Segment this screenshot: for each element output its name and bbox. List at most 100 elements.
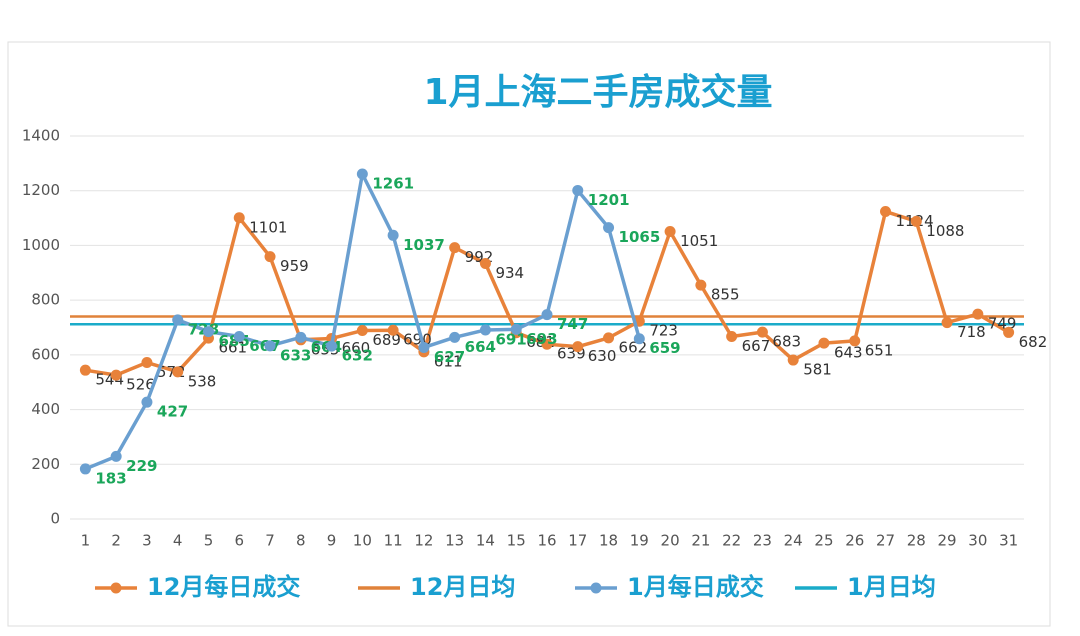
- data-point: [295, 331, 307, 343]
- x-tick-label: 30: [968, 532, 987, 550]
- y-tick-label: 200: [31, 455, 60, 473]
- data-point: [264, 251, 276, 263]
- x-tick-label: 24: [784, 532, 803, 550]
- x-tick-label: 7: [265, 532, 275, 550]
- data-point: [79, 364, 91, 376]
- data-label: 723: [649, 322, 678, 340]
- data-point: [849, 335, 861, 347]
- x-tick-label: 29: [938, 532, 957, 550]
- x-tick-label: 12: [414, 532, 433, 550]
- chart-frame: [7, 41, 1051, 627]
- y-tick-label: 1200: [22, 181, 60, 199]
- data-label: 632: [342, 347, 373, 365]
- x-tick-label: 20: [661, 532, 680, 550]
- data-label: 611: [434, 352, 463, 370]
- x-tick-label: 18: [599, 532, 618, 550]
- legend-marker: [110, 582, 122, 594]
- legend-label: 1月日均: [847, 573, 936, 601]
- legend-label: 12月每日成交: [147, 573, 300, 601]
- y-tick-label: 0: [50, 510, 60, 528]
- y-tick-label: 600: [31, 345, 60, 363]
- data-point: [633, 333, 645, 345]
- data-label: 959: [280, 257, 309, 275]
- data-label: 1201: [588, 191, 630, 209]
- data-point: [326, 340, 338, 352]
- data-label: 1065: [619, 228, 661, 246]
- data-point: [479, 324, 491, 336]
- data-point: [79, 463, 91, 475]
- legend-label: 1月每日成交: [627, 573, 764, 601]
- x-tick-label: 4: [173, 532, 183, 550]
- data-point: [726, 331, 738, 343]
- data-point: [603, 332, 615, 344]
- data-label: 526: [126, 376, 155, 394]
- data-label: 682: [1019, 333, 1048, 351]
- data-point: [880, 206, 892, 218]
- data-label: 855: [711, 286, 740, 304]
- x-tick-label: 19: [630, 532, 649, 550]
- data-label: 659: [649, 339, 680, 357]
- data-label: 581: [803, 361, 832, 379]
- x-tick-label: 28: [907, 532, 926, 550]
- x-tick-label: 16: [537, 532, 556, 550]
- data-label: 747: [557, 315, 588, 333]
- y-tick-label: 1000: [22, 236, 60, 254]
- data-label: 183: [95, 469, 126, 487]
- x-tick-label: 21: [691, 532, 710, 550]
- data-point: [541, 338, 553, 350]
- data-point: [233, 331, 245, 343]
- data-label: 934: [495, 264, 524, 282]
- data-point: [572, 184, 584, 196]
- x-tick-label: 5: [204, 532, 214, 550]
- data-label: 683: [772, 333, 801, 351]
- data-point: [818, 337, 830, 349]
- x-tick-label: 2: [111, 532, 121, 550]
- data-label: 630: [588, 347, 617, 365]
- data-label: 633: [280, 346, 311, 364]
- data-point: [418, 341, 430, 353]
- data-point: [172, 366, 184, 378]
- data-label: 1037: [403, 236, 445, 254]
- data-point: [110, 450, 122, 462]
- legend-marker: [590, 582, 602, 594]
- data-point: [695, 279, 707, 291]
- x-tick-label: 10: [353, 532, 372, 550]
- data-point: [664, 225, 676, 237]
- x-tick-label: 22: [722, 532, 741, 550]
- data-label: 660: [342, 339, 371, 357]
- chart-title: 1月上海二手房成交量: [423, 71, 772, 113]
- data-label: 1088: [926, 222, 964, 240]
- x-tick-label: 23: [753, 532, 772, 550]
- data-point: [110, 369, 122, 381]
- y-tick-label: 800: [31, 291, 60, 309]
- data-point: [572, 341, 584, 353]
- x-tick-label: 27: [876, 532, 895, 550]
- data-label: 651: [865, 341, 894, 359]
- x-tick-label: 3: [142, 532, 152, 550]
- data-label: 538: [188, 372, 217, 390]
- data-label: 728: [188, 320, 219, 338]
- data-point: [141, 396, 153, 408]
- y-tick-label: 1400: [22, 127, 60, 145]
- data-point: [910, 215, 922, 227]
- data-point: [972, 308, 984, 320]
- data-label: 693: [526, 330, 557, 348]
- x-tick-label: 25: [814, 532, 833, 550]
- data-label: 661: [218, 339, 247, 357]
- data-point: [787, 354, 799, 366]
- x-tick-label: 6: [234, 532, 244, 550]
- data-label: 667: [742, 337, 771, 355]
- data-label: 1051: [680, 232, 718, 250]
- x-tick-label: 14: [476, 532, 495, 550]
- data-point: [233, 212, 245, 224]
- data-label: 691: [495, 330, 526, 348]
- x-tick-label: 9: [327, 532, 337, 550]
- data-label: 643: [834, 344, 863, 362]
- data-label: 718: [957, 323, 986, 341]
- data-point: [603, 222, 615, 234]
- x-tick-label: 31: [999, 532, 1018, 550]
- data-label: 627: [434, 348, 465, 366]
- x-tick-label: 17: [568, 532, 587, 550]
- data-point: [1003, 326, 1015, 338]
